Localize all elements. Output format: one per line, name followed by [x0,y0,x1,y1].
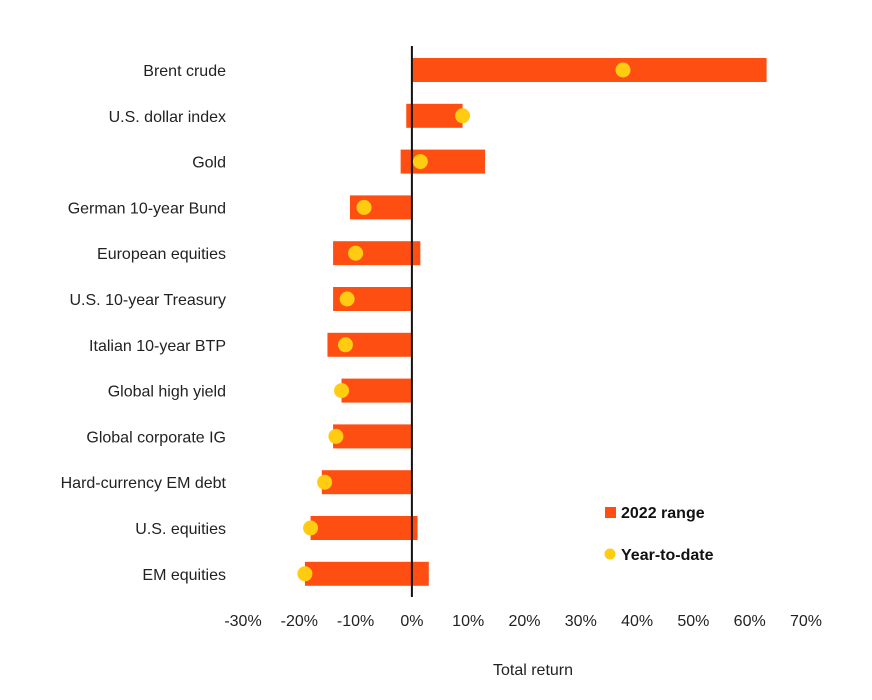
category-label: Global corporate IG [86,429,226,446]
category-label: European equities [97,246,226,263]
ytd-marker [303,520,319,536]
x-tick-label: 0% [400,613,423,630]
category-label: U.S. 10-year Treasury [70,292,227,309]
range-bars [304,58,767,586]
x-tick-label: 30% [565,613,597,630]
category-label: Brent crude [143,63,226,80]
ytd-marker [328,428,344,444]
category-label: German 10-year Bund [68,200,226,217]
ytd-marker [412,154,428,170]
x-tick-label: -10% [337,613,374,630]
x-tick-labels: -30% -20% -10% 0% 10% 20% 30% 40% 50% 60% 70% [224,613,822,630]
ytd-marker [356,199,372,215]
category-label: Hard-currency EM debt [61,475,227,492]
ytd-markers [297,62,631,582]
ytd-marker [339,291,355,307]
ytd-marker [455,108,471,124]
ytd-marker [348,245,364,261]
ytd-marker [317,474,333,490]
range-bar [333,241,421,266]
ytd-marker [334,383,350,399]
ytd-marker [615,62,631,78]
category-labels: Brent crude U.S. dollar index Gold German 1… [61,63,227,584]
range-bar [341,378,412,403]
x-axis-title: Total return [493,662,573,679]
legend: 2022 range Year-to-date [604,505,714,564]
range-bar [310,516,418,540]
x-tick-label: -30% [224,613,261,630]
x-tick-label: 60% [734,613,766,630]
x-tick-label: 70% [790,613,822,630]
x-tick-label: 50% [677,613,709,630]
legend-range-swatch [605,507,616,518]
x-tick-label: -20% [281,613,318,630]
range-bar [321,470,412,495]
category-label: U.S. equities [135,521,226,538]
category-label: Gold [192,155,226,172]
range-bar [304,561,429,586]
legend-ytd-swatch [604,548,616,560]
ytd-marker [297,566,313,582]
range-bar [333,424,412,449]
category-label: EM equities [142,567,226,584]
legend-range-label: 2022 range [621,505,705,522]
legend-ytd-label: Year-to-date [621,547,714,564]
range-bar [411,58,767,82]
category-label: Italian 10-year BTP [89,338,226,355]
category-label: U.S. dollar index [109,109,226,126]
category-label: Global high yield [108,384,226,401]
x-tick-label: 40% [621,613,653,630]
ytd-marker [337,337,353,353]
x-tick-label: 10% [452,613,484,630]
x-tick-label: 20% [508,613,540,630]
range-bar [406,103,463,128]
